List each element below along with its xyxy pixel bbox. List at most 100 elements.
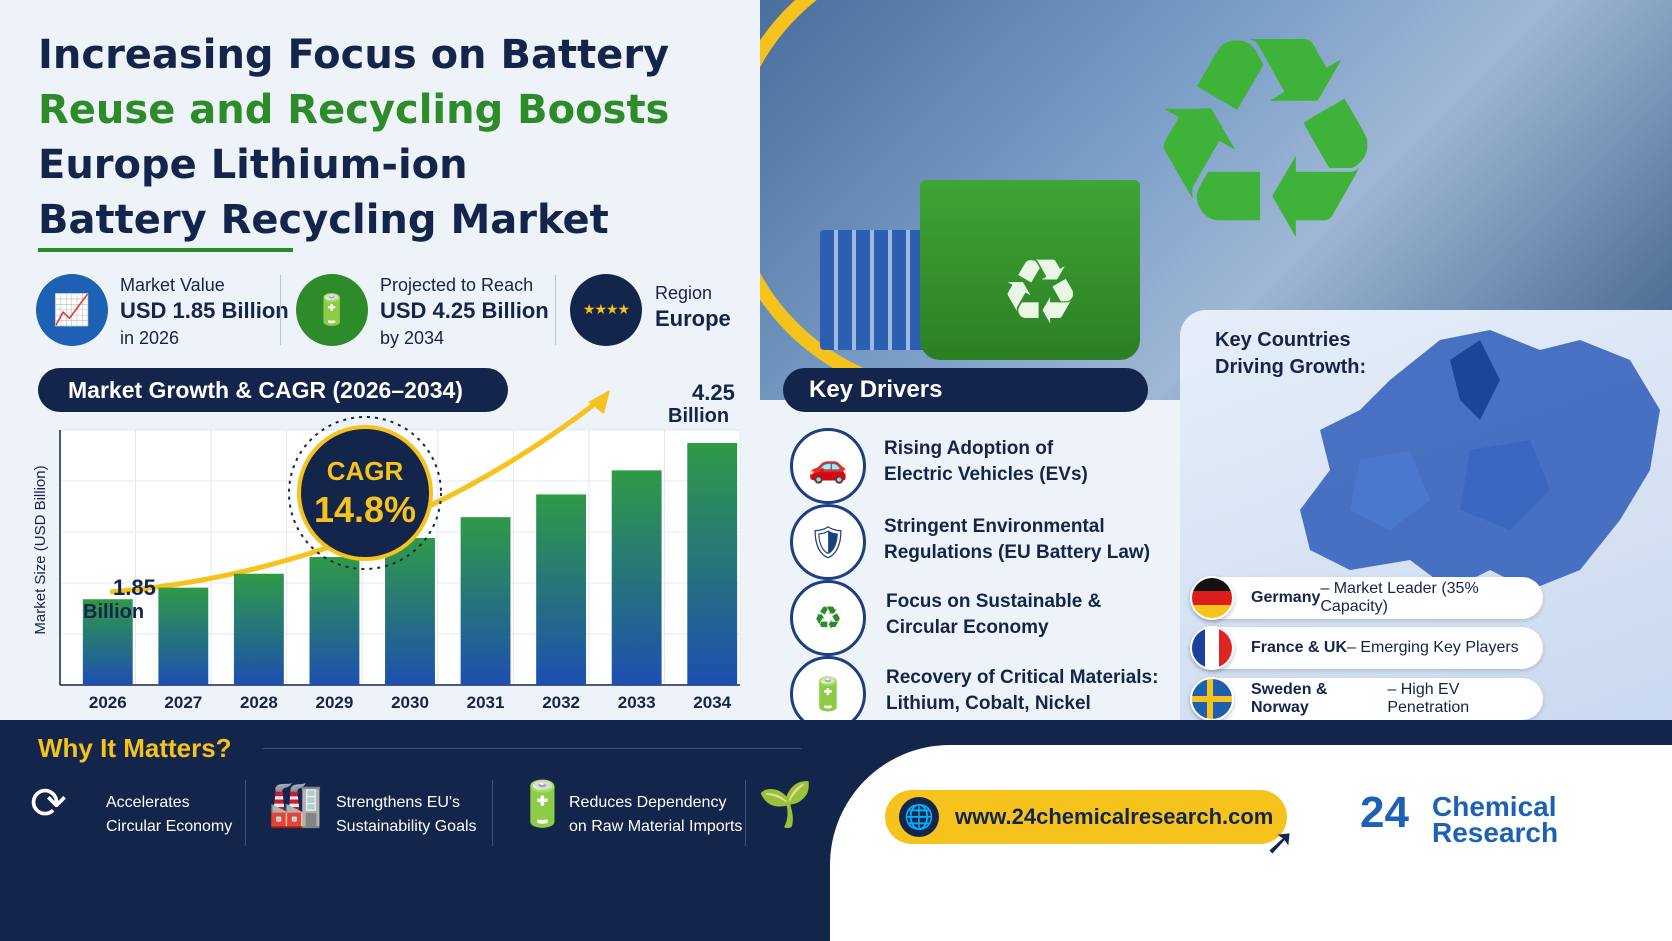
factory-icon: 🏭 — [268, 779, 323, 830]
why-line: Accelerates — [106, 794, 190, 811]
driver-line: Rising Adoption of — [884, 438, 1054, 459]
why-item: Accelerates Circular Economy — [106, 791, 232, 839]
first-data-label-unit: Billion — [83, 601, 144, 623]
recycle-icon: ♻ — [790, 580, 866, 656]
last-data-label: 4.25 — [692, 380, 735, 405]
sweden-flag-icon — [1190, 677, 1234, 721]
country-item-sweden-norway: Sweden & Norway – High EV Penetration — [1193, 678, 1543, 720]
why-line: Sustainability Goals — [336, 818, 477, 835]
country-desc: – Emerging Key Players — [1347, 639, 1519, 656]
stat-projected: Projected to Reach USD 4.25 Billion by 2… — [380, 272, 549, 351]
cagr-label: CAGR — [327, 456, 404, 486]
divider — [280, 275, 281, 345]
bar-chart: Market Size (USD Billion) 2026 2027 2028 20… — [32, 380, 741, 712]
driver-line: Stringent Environmental — [884, 516, 1105, 537]
page-title: Increasing Focus on Battery Reuse and Re… — [38, 28, 738, 248]
bar-2028 — [233, 573, 284, 685]
last-data-label-unit: Billion — [668, 405, 729, 427]
car-icon: 🚗 — [790, 428, 866, 504]
countries-title-line: Driving Growth: — [1215, 356, 1367, 378]
growth-arrow-head — [588, 390, 610, 414]
cagr-badge-ring — [288, 416, 442, 570]
france-flag-icon — [1190, 626, 1234, 670]
divider — [555, 275, 556, 345]
stat-value: USD 4.25 Billion — [380, 298, 549, 323]
drivers-header: Key Drivers — [783, 368, 1148, 412]
country-item-germany: Germany – Market Leader (35% Capacity) — [1193, 577, 1543, 619]
x-tick-label: 2034 — [693, 693, 731, 712]
europe-map — [1300, 330, 1660, 590]
logo-line: Research — [1432, 817, 1559, 848]
why-title: Why It Matters? — [38, 733, 232, 763]
document-shield-icon: 🛡 — [790, 504, 866, 580]
recycle-icon: ♻ — [1000, 240, 1081, 345]
why-line: Strengthens EU's — [336, 794, 461, 811]
hands-plant-icon: 🌱 — [758, 779, 813, 830]
eu-flag-icon: ★★★★ — [570, 274, 642, 346]
countries-title-line: Key Countries — [1215, 329, 1351, 351]
driver-line: Electric Vehicles (EVs) — [884, 464, 1088, 485]
divider — [262, 748, 802, 749]
stat-sub: in 2026 — [120, 328, 180, 348]
country-desc: – High EV Penetration — [1387, 681, 1470, 716]
y-axis-label: Market Size (USD Billion) — [32, 465, 49, 634]
website-link[interactable]: 🌐 www.24chemicalresearch.com — [885, 790, 1287, 844]
bar-2026 — [82, 599, 133, 685]
divider — [492, 780, 493, 846]
recycling-bin-image — [920, 180, 1140, 360]
bar-2031 — [460, 517, 511, 685]
stat-value: USD 1.85 Billion — [120, 298, 289, 323]
x-tick-labels: 2026 2027 2028 2029 2030 2031 2032 2033 2034 — [89, 693, 732, 712]
bar-2033 — [611, 470, 662, 685]
why-line: Reduces Dependency — [569, 794, 727, 811]
driver-item: Rising Adoption of Electric Vehicles (EV… — [884, 436, 1088, 488]
title-line-2: Reuse and Recycling Boosts — [38, 87, 670, 133]
logo-text: Chemical Research — [1432, 791, 1559, 848]
x-tick-label: 2028 — [240, 693, 278, 712]
stat-label: Region — [655, 283, 713, 303]
driver-line: Regulations (EU Battery Law) — [884, 542, 1151, 563]
bar-2029 — [309, 557, 360, 685]
country-desc: – Market Leader (35% Capacity) — [1320, 580, 1479, 615]
driver-item: Focus on Sustainable & Circular Economy — [886, 589, 1101, 641]
stat-label: Market Value — [120, 275, 225, 295]
why-line: Circular Economy — [106, 818, 233, 835]
driver-line: Recovery of Critical Materials: — [886, 667, 1159, 688]
first-data-label: 1.85 — [113, 575, 156, 600]
title-line-1: Increasing Focus on Battery — [38, 32, 670, 78]
globe-icon: 🌐 — [899, 797, 939, 837]
driver-line: Focus on Sustainable & — [886, 591, 1102, 612]
driver-item: Recovery of Critical Materials: Lithium,… — [886, 665, 1158, 717]
x-tick-label: 2026 — [89, 693, 127, 712]
cycle-arrows-icon: ⟳ — [30, 778, 67, 829]
divider — [245, 780, 246, 846]
stat-market-value: Market Value USD 1.85 Billion in 2026 — [120, 272, 289, 351]
bar-2034 — [687, 442, 738, 685]
stat-region: Region Europe — [655, 280, 731, 333]
title-underline — [38, 248, 293, 252]
countries-title: Key Countries Driving Growth: — [1215, 327, 1366, 381]
cursor-icon: ➚ — [1265, 822, 1296, 863]
x-tick-label: 2030 — [391, 693, 429, 712]
why-item: Strengthens EU's Sustainability Goals — [336, 791, 477, 839]
logo-number: 24 — [1360, 788, 1409, 837]
title-line-4: Battery Recycling Market — [38, 197, 609, 243]
hero-image: ♻ ♻ — [760, 0, 1672, 400]
recycle-arrows-icon: ♻ — [1140, 0, 1392, 303]
chart-bars — [82, 442, 738, 685]
country-name: France & UK — [1251, 639, 1348, 656]
germany-flag-icon — [1190, 576, 1234, 620]
why-line: on Raw Material Imports — [569, 818, 743, 835]
chart-growth-icon: 📈 — [36, 274, 108, 346]
title-line-3: Europe Lithium-ion — [38, 142, 468, 188]
logo-line: Chemical — [1432, 791, 1557, 822]
battery-icon: 🔋 — [515, 779, 570, 830]
bar-2032 — [536, 494, 587, 685]
chart-header: Market Growth & CAGR (2026–2034) — [38, 368, 508, 412]
country-name: Germany — [1251, 589, 1321, 606]
cagr-badge — [297, 425, 433, 561]
bar-2027 — [158, 587, 209, 685]
driver-line: Lithium, Cobalt, Nickel — [886, 693, 1091, 714]
x-tick-label: 2032 — [542, 693, 580, 712]
driver-line: Circular Economy — [886, 617, 1049, 638]
